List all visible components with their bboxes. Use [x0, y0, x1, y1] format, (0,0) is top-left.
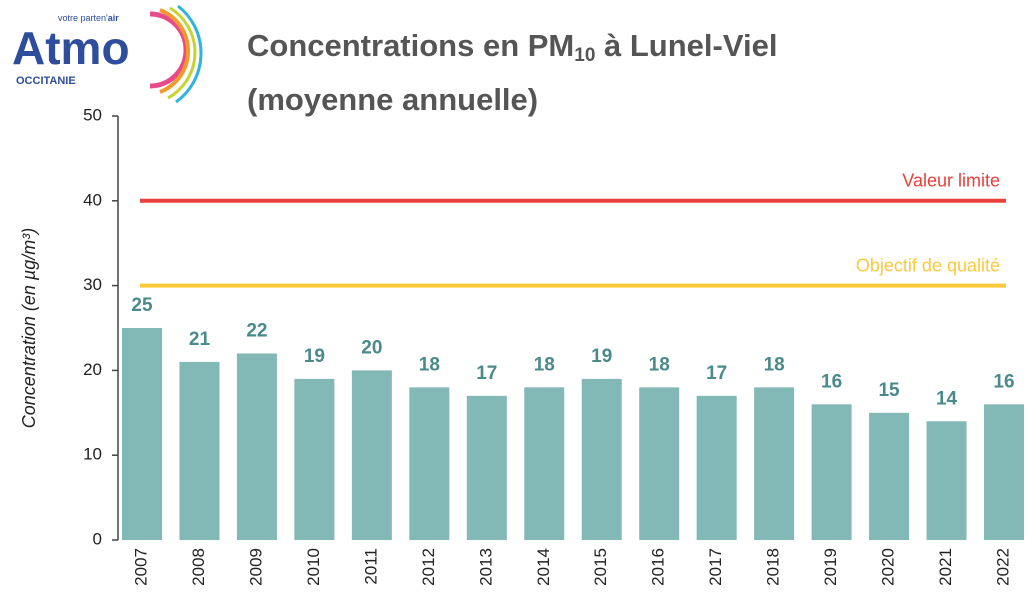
bar — [869, 412, 910, 540]
logo-arc — [159, 8, 191, 94]
value-label: 17 — [706, 363, 727, 384]
logo-arc — [175, 4, 203, 104]
value-label: 25 — [131, 295, 153, 316]
bar — [466, 395, 507, 540]
x-tick-label: 2009 — [246, 548, 265, 586]
bar — [236, 353, 277, 540]
x-tick-label: 2013 — [476, 548, 495, 586]
x-tick-label: 2007 — [131, 548, 150, 586]
x-tick-label: 2014 — [534, 548, 553, 586]
bar — [524, 387, 565, 540]
chart-title: Concentrations en PM10 à Lunel-Viel — [247, 28, 777, 66]
x-tick-label: 2008 — [189, 548, 208, 586]
value-label: 18 — [764, 354, 785, 375]
logo-arc — [149, 11, 189, 89]
x-tick-label: 2019 — [821, 548, 840, 586]
reference-label: Objectif de qualité — [856, 255, 1000, 275]
x-tick-label: 2022 — [993, 548, 1012, 586]
y-tick-label: 40 — [83, 190, 102, 209]
y-tick-label: 0 — [93, 529, 102, 548]
x-tick-label: 2018 — [764, 548, 783, 586]
x-tick-label: 2015 — [591, 548, 610, 586]
bar — [811, 404, 852, 540]
x-tick-label: 2021 — [936, 548, 955, 586]
chart-subtitle: (moyenne annuelle) — [247, 82, 538, 117]
x-tick-label: 2012 — [419, 548, 438, 586]
value-label: 19 — [591, 346, 612, 367]
value-label: 16 — [993, 371, 1014, 392]
value-label: 19 — [304, 346, 325, 367]
bar — [294, 378, 335, 540]
x-tick-label: 2020 — [879, 548, 898, 586]
value-label: 22 — [246, 320, 267, 341]
bar — [984, 404, 1024, 540]
value-label: 18 — [649, 354, 670, 375]
y-tick-label: 10 — [83, 445, 102, 464]
value-label: 16 — [821, 371, 842, 392]
bar — [926, 421, 967, 540]
bar — [696, 395, 737, 540]
y-tick-label: 20 — [83, 360, 102, 379]
logo-name: Atmo — [12, 22, 130, 74]
bar — [639, 387, 680, 540]
value-label: 14 — [936, 388, 958, 409]
logo-tagline: votre parten'air — [58, 13, 119, 23]
logo-region: OCCITANIE — [16, 75, 76, 87]
value-label: 18 — [534, 354, 555, 375]
logo-arc — [167, 6, 197, 100]
y-tick-label: 50 — [83, 105, 102, 124]
value-label: 18 — [419, 354, 440, 375]
x-tick-label: 2016 — [649, 548, 668, 586]
y-axis-label: Concentration (en µg/m³) — [19, 228, 39, 428]
bar — [581, 378, 622, 540]
logo: votre parten'air Atmo OCCITANIE — [12, 4, 203, 104]
x-tick-label: 2010 — [304, 548, 323, 586]
x-tick-label: 2017 — [706, 548, 725, 586]
value-label: 21 — [189, 329, 211, 350]
value-label: 20 — [361, 337, 382, 358]
bar — [179, 361, 220, 540]
bar — [409, 387, 450, 540]
x-tick-label: 2011 — [361, 548, 380, 585]
reference-label: Valeur limite — [902, 171, 1000, 191]
bar — [122, 328, 162, 540]
bar — [754, 387, 795, 540]
value-label: 15 — [878, 380, 900, 401]
bar — [351, 370, 392, 540]
y-tick-label: 30 — [83, 275, 102, 294]
value-label: 17 — [476, 363, 497, 384]
